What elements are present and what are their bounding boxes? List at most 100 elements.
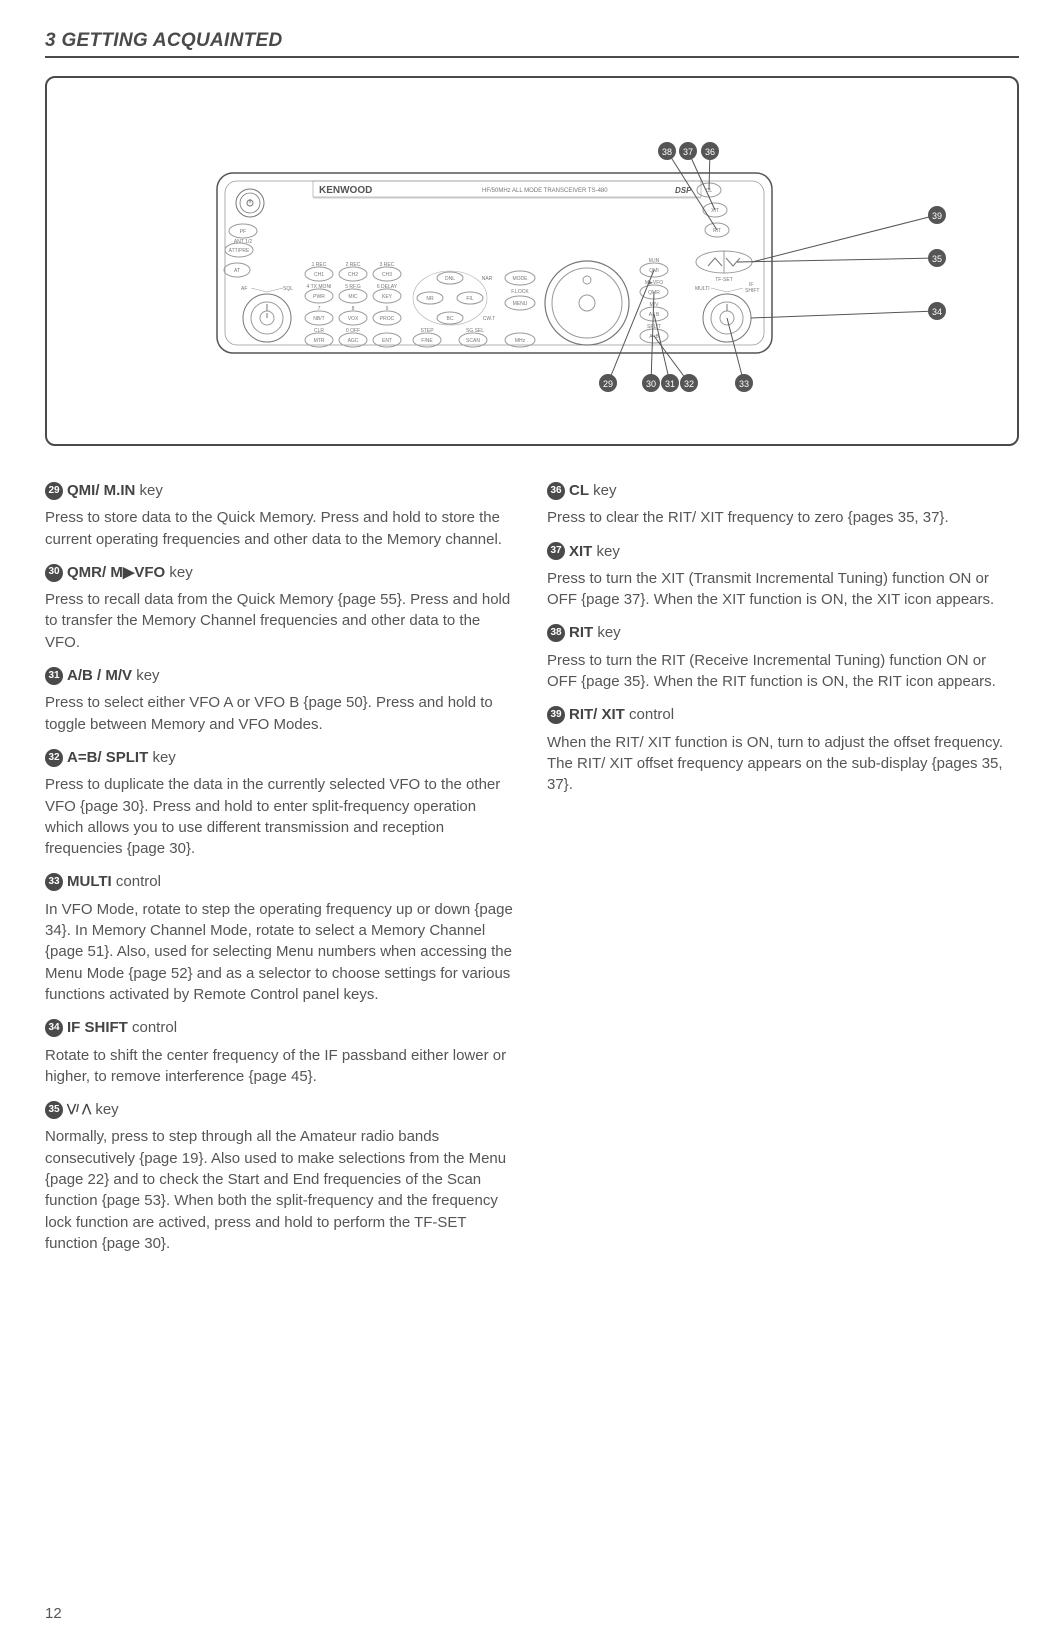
item-label: MULTI [67, 873, 112, 890]
num-circle: 30 [45, 564, 63, 582]
svg-text:AF: AF [241, 286, 247, 292]
svg-text:33: 33 [739, 379, 749, 389]
item-suffix: key [95, 1101, 118, 1118]
num-circle: 38 [547, 624, 565, 642]
svg-text:FIL: FIL [466, 296, 473, 302]
svg-text:VOX: VOX [348, 316, 359, 322]
item-label: XIT [569, 543, 592, 560]
item-body: Rotate to shift the center frequency of … [45, 1045, 517, 1088]
radio-body: KENWOOD HF/50MHz ALL MODE TRANSCEIVER TS… [217, 173, 772, 353]
svg-text:CH1: CH1 [314, 272, 324, 278]
item-suffix: control [132, 1019, 177, 1036]
left-buttons: PF ANT 1/2 ATT/PRE AT [224, 224, 257, 277]
item-label: A=B/ SPLIT [67, 749, 148, 766]
svg-text:MENU: MENU [513, 301, 528, 307]
content-columns: 29 QMI/ M.IN key Press to store data to … [45, 480, 1019, 1266]
svg-text:AT: AT [234, 268, 240, 274]
svg-text:MODE: MODE [513, 276, 529, 282]
svg-text:ENT: ENT [382, 338, 392, 344]
svg-text:TF-SET: TF-SET [715, 277, 733, 283]
svg-text:F.LOCK: F.LOCK [511, 289, 529, 295]
svg-text:SCAN: SCAN [466, 338, 480, 344]
item-31: 31 A/B / M/V key Press to select either … [45, 665, 517, 735]
svg-text:AGC: AGC [348, 338, 359, 344]
num-circle: 34 [45, 1019, 63, 1037]
svg-text:MULTI: MULTI [695, 286, 710, 292]
num-circle: 33 [45, 873, 63, 891]
item-34: 34 IF SHIFT control Rotate to shift the … [45, 1017, 517, 1087]
svg-text:SHIFT: SHIFT [745, 288, 759, 294]
item-suffix: control [629, 706, 674, 723]
svg-text:29: 29 [603, 379, 613, 389]
num-circle: 29 [45, 482, 63, 500]
page-header: 3 GETTING ACQUAINTED [45, 30, 1019, 58]
item-label: A/B / M/V [67, 667, 132, 684]
item-body: Press to select either VFO A or VFO B {p… [45, 692, 517, 735]
svg-text:RIT: RIT [713, 228, 721, 234]
item-suffix: key [140, 482, 163, 499]
num-circle: 36 [547, 482, 565, 500]
item-body: Press to turn the XIT (Transmit Incremen… [547, 568, 1019, 611]
num-circle: 31 [45, 667, 63, 685]
svg-text:CW.T: CW.T [483, 316, 496, 322]
item-33: 33 MULTI control In VFO Mode, rotate to … [45, 871, 517, 1005]
item-suffix: control [116, 873, 161, 890]
svg-text:SQL: SQL [283, 286, 293, 292]
svg-text:ANT 1/2: ANT 1/2 [234, 239, 252, 245]
svg-text:CH2: CH2 [348, 272, 358, 278]
item-suffix: key [169, 564, 192, 581]
svg-text:30: 30 [646, 379, 656, 389]
item-body: Press to clear the RIT/ XIT frequency to… [547, 507, 1019, 528]
svg-text:MIC: MIC [348, 294, 358, 300]
item-35: 35 ⋁/ ⋀ key Normally, press to step thro… [45, 1099, 517, 1254]
device-svg: KENWOOD HF/50MHz ALL MODE TRANSCEIVER TS… [97, 118, 967, 418]
svg-text:NR: NR [426, 296, 434, 302]
device-illustration-frame: KENWOOD HF/50MHz ALL MODE TRANSCEIVER TS… [45, 76, 1019, 446]
num-circle: 35 [45, 1101, 63, 1119]
svg-text:PROC: PROC [380, 316, 395, 322]
item-body: Press to duplicate the data in the curre… [45, 774, 517, 859]
svg-text:MHz: MHz [515, 338, 526, 344]
svg-text:NB/T: NB/T [313, 316, 324, 322]
item-label: IF SHIFT [67, 1019, 128, 1036]
num-circle: 37 [547, 542, 565, 560]
item-suffix: key [597, 543, 620, 560]
item-37: 37 XIT key Press to turn the XIT (Transm… [547, 541, 1019, 611]
brand-text: KENWOOD [319, 185, 372, 196]
item-39: 39 RIT/ XIT control When the RIT/ XIT fu… [547, 704, 1019, 795]
model-text: HF/50MHz ALL MODE TRANSCEIVER TS-480 [482, 188, 608, 194]
item-label: QMR/ M▶VFO [67, 564, 165, 581]
item-body: Press to turn the RIT (Receive Increment… [547, 650, 1019, 693]
item-body: In VFO Mode, rotate to step the operatin… [45, 899, 517, 1005]
svg-text:39: 39 [932, 211, 942, 221]
item-38: 38 RIT key Press to turn the RIT (Receiv… [547, 622, 1019, 692]
svg-text:PF: PF [240, 229, 246, 235]
svg-text:BC: BC [447, 316, 454, 322]
svg-text:34: 34 [932, 307, 942, 317]
item-suffix: key [152, 749, 175, 766]
left-column: 29 QMI/ M.IN key Press to store data to … [45, 480, 517, 1266]
item-body: Press to store data to the Quick Memory.… [45, 507, 517, 550]
item-body: Press to recall data from the Quick Memo… [45, 589, 517, 653]
item-32: 32 A=B/ SPLIT key Press to duplicate the… [45, 747, 517, 859]
svg-text:FINE: FINE [421, 338, 433, 344]
svg-text:31: 31 [665, 379, 675, 389]
keypad: 1 REC 2 REC 3 REC CH1 CH2 CH3 4 TX MONI … [305, 262, 401, 347]
page-number: 12 [45, 1605, 62, 1622]
svg-text:NAR: NAR [482, 276, 493, 282]
right-column: 36 CL key Press to clear the RIT/ XIT fr… [547, 480, 1019, 1266]
item-suffix: key [593, 482, 616, 499]
item-suffix: key [597, 624, 620, 641]
svg-text:36: 36 [705, 147, 715, 157]
item-label: QMI/ M.IN [67, 482, 135, 499]
item-suffix: key [136, 667, 159, 684]
svg-text:ATT/PRE: ATT/PRE [229, 248, 250, 254]
svg-text:32: 32 [684, 379, 694, 389]
item-label: CL [569, 482, 589, 499]
num-circle: 39 [547, 706, 565, 724]
svg-text:CH3: CH3 [382, 272, 392, 278]
svg-text:MTR: MTR [314, 338, 325, 344]
item-body: When the RIT/ XIT function is ON, turn t… [547, 732, 1019, 796]
item-29: 29 QMI/ M.IN key Press to store data to … [45, 480, 517, 550]
svg-text:37: 37 [683, 147, 693, 157]
